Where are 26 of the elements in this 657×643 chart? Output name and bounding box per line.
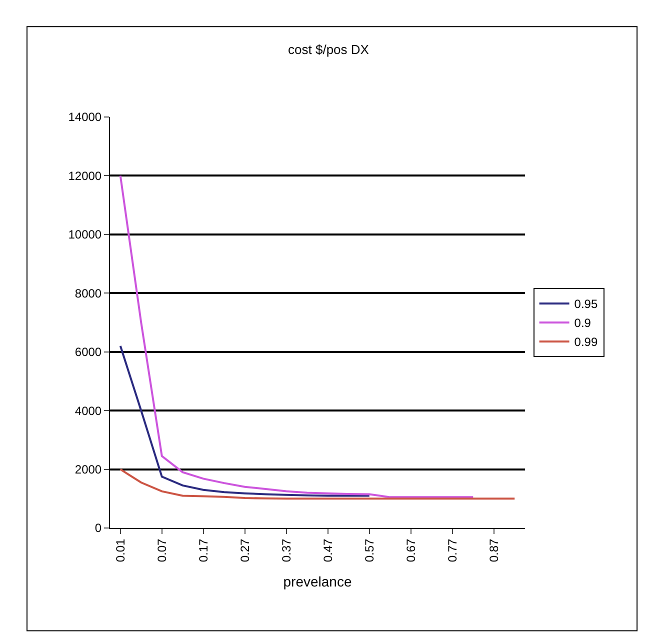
chart-title: cost $/pos DX <box>288 42 370 58</box>
line-series <box>119 174 474 498</box>
y-tick-label: 14000 <box>68 110 102 124</box>
y-tick-label: 8000 <box>74 286 102 300</box>
legend-label: 0.9 <box>574 316 592 330</box>
x-tick-label: 0.47 <box>320 538 335 562</box>
x-tick-label: 0.37 <box>279 538 294 562</box>
y-tick-label: 12000 <box>68 168 102 183</box>
legend-label: 0.95 <box>574 297 598 312</box>
y-tick-label: 0 <box>94 521 102 536</box>
line-series <box>119 468 516 500</box>
x-tick-label: 0.67 <box>404 538 418 562</box>
line-series <box>119 344 370 497</box>
y-tick-label: 6000 <box>74 345 102 360</box>
x-axis-title: prevelance <box>283 573 352 590</box>
x-tick-label: 0.27 <box>238 538 252 562</box>
y-tick-label: 2000 <box>74 462 102 476</box>
x-tick-label: 0.17 <box>196 538 210 562</box>
y-tick-label: 10000 <box>68 228 102 242</box>
x-tick-label: 0.77 <box>445 538 460 562</box>
x-tick-label: 0.57 <box>362 538 376 562</box>
x-tick-label: 0.07 <box>154 538 169 562</box>
y-tick-label: 4000 <box>74 404 102 418</box>
legend-label: 0.99 <box>574 335 598 350</box>
x-tick-label: 0.87 <box>486 538 501 562</box>
x-tick-label: 0.01 <box>113 538 128 562</box>
